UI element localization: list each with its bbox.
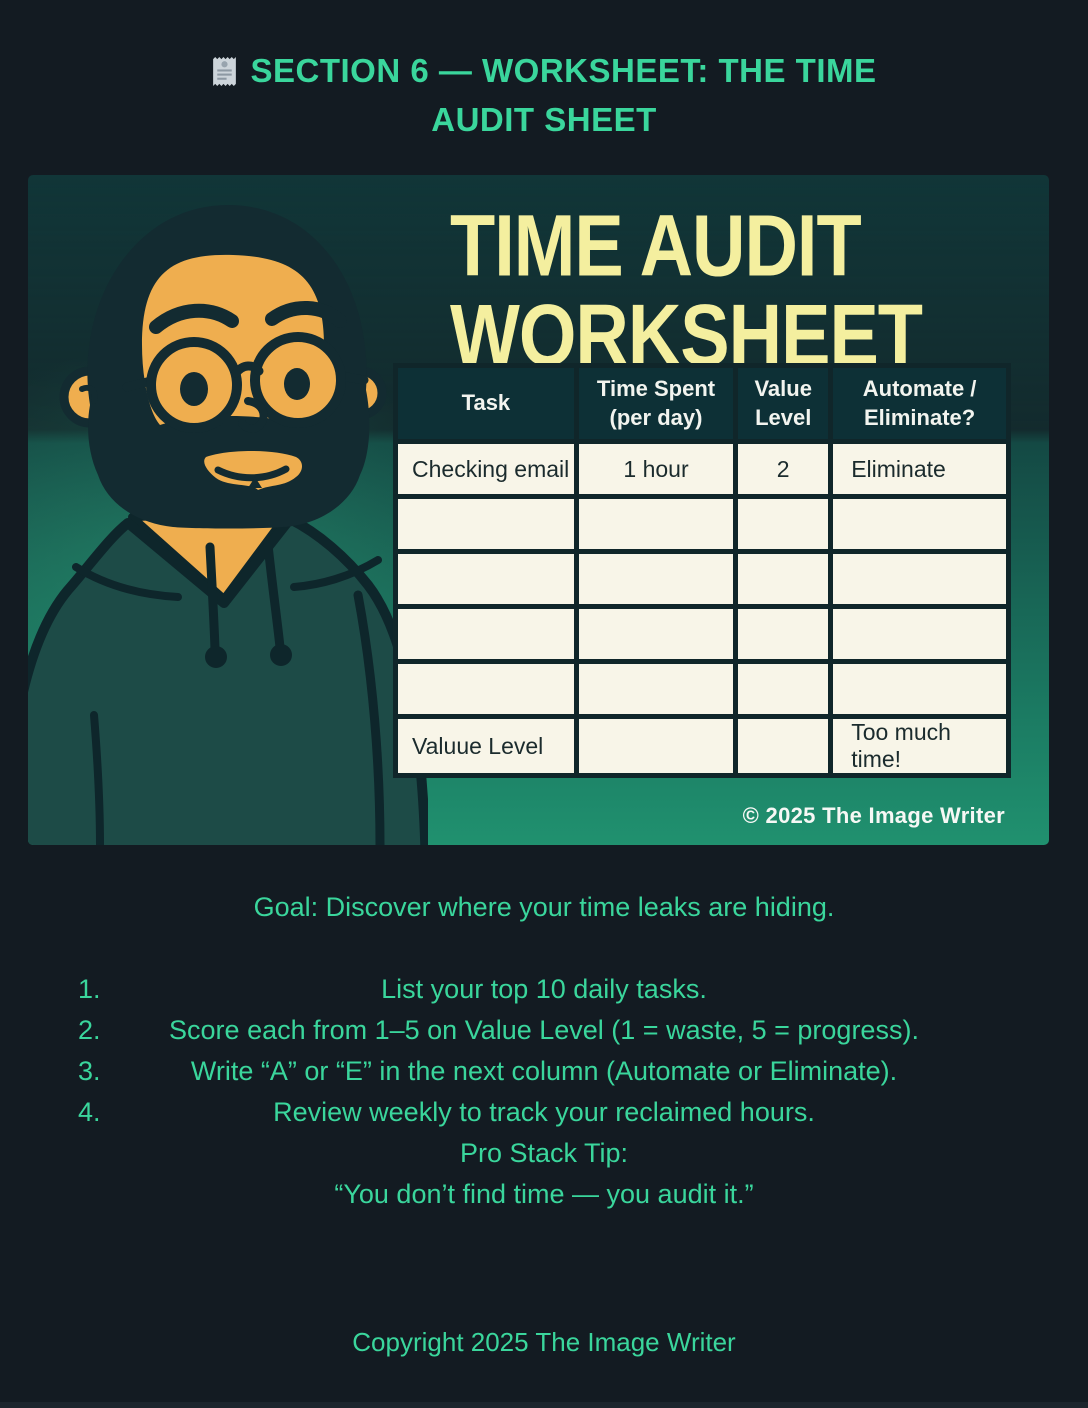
page-title: SECTION 6 — WORKSHEET: THE TIME AUDIT SH… bbox=[0, 46, 1088, 144]
list-item-text: Write “A” or “E” in the next column (Aut… bbox=[190, 1056, 898, 1086]
list-item-number: 4. bbox=[78, 1097, 101, 1127]
poster-title: TIME AUDIT WORKSHEET bbox=[450, 196, 923, 380]
instructions: Goal: Discover where your time leaks are… bbox=[0, 887, 1088, 1215]
table-cell bbox=[733, 659, 834, 719]
table-cell bbox=[573, 714, 739, 778]
table-row bbox=[393, 604, 1011, 664]
bottom-strip bbox=[0, 1402, 1088, 1408]
table-cell: 1 hour bbox=[573, 439, 739, 499]
list-item: 4. Review weekly to track your reclaimed… bbox=[0, 1092, 1088, 1133]
list-item: 3. Write “A” or “E” in the next column (… bbox=[0, 1051, 1088, 1092]
table-cell bbox=[393, 604, 579, 664]
table-row: Checking email 1 hour 2 Eliminate bbox=[393, 439, 1011, 499]
table-cell bbox=[828, 659, 1011, 719]
page-copyright: Copyright 2025 The Image Writer bbox=[352, 1327, 736, 1357]
list-item: 1. List your top 10 daily tasks. bbox=[0, 969, 1088, 1010]
list-item: 2. Score each from 1–5 on Value Level (1… bbox=[0, 1010, 1088, 1051]
table-cell bbox=[393, 659, 579, 719]
worksheet-table: Task Time Spent (per day) Value Level Au… bbox=[393, 363, 1011, 778]
list-item-text: List your top 10 daily tasks. bbox=[381, 974, 707, 1004]
table-cell: Eliminate bbox=[828, 439, 1011, 499]
table-cell: Checking email bbox=[393, 439, 579, 499]
table-cell bbox=[573, 604, 739, 664]
list-item-text: Review weekly to track your reclaimed ho… bbox=[273, 1097, 815, 1127]
quote-text: “You don’t find time — you audit it.” bbox=[334, 1179, 754, 1209]
goal-text: Goal: Discover where your time leaks are… bbox=[253, 892, 835, 922]
table-cell: Valuue Level bbox=[393, 714, 579, 778]
poster-title-line1: TIME AUDIT bbox=[450, 196, 862, 295]
pro-tip-label: Pro Stack Tip: bbox=[459, 1138, 629, 1168]
page-title-text1: SECTION 6 — WORKSHEET: THE TIME bbox=[250, 52, 877, 89]
table-cell: 2 bbox=[733, 439, 834, 499]
table-cell bbox=[573, 659, 739, 719]
table-row bbox=[393, 549, 1011, 609]
list-item-number: 1. bbox=[78, 974, 101, 1004]
cartoon-man-illustration bbox=[28, 205, 428, 845]
table-header-row: Task Time Spent (per day) Value Level Au… bbox=[393, 363, 1011, 444]
table-cell bbox=[733, 549, 834, 609]
table-cell bbox=[573, 494, 739, 554]
column-header-value-level: Value Level bbox=[733, 363, 834, 444]
table-cell bbox=[828, 494, 1011, 554]
page-title-text2: AUDIT SHEET bbox=[431, 101, 657, 138]
table-cell bbox=[733, 714, 834, 778]
column-header-time-spent: Time Spent (per day) bbox=[573, 363, 739, 444]
column-header-task: Task bbox=[393, 363, 579, 444]
table-cell bbox=[828, 549, 1011, 609]
table-cell bbox=[828, 604, 1011, 664]
list-item-text: Score each from 1–5 on Value Level (1 = … bbox=[169, 1015, 919, 1045]
column-header-automate: Automate / Eliminate? bbox=[828, 363, 1011, 444]
table-cell bbox=[733, 494, 834, 554]
table-row bbox=[393, 494, 1011, 554]
page-title-line1: SECTION 6 — WORKSHEET: THE TIME bbox=[211, 52, 876, 89]
table-cell: Too much time! bbox=[828, 714, 1011, 778]
table-cell bbox=[573, 549, 739, 609]
table-cell bbox=[393, 549, 579, 609]
poster-copyright: © 2025 The Image Writer bbox=[742, 803, 1005, 828]
table-row bbox=[393, 659, 1011, 719]
list-item-number: 3. bbox=[78, 1056, 101, 1086]
receipt-icon bbox=[213, 57, 237, 86]
poster-image: TIME AUDIT WORKSHEET Task Time Spent (pe… bbox=[28, 175, 1049, 845]
table-row: Valuue Level Too much time! bbox=[393, 714, 1011, 778]
table-cell bbox=[733, 604, 834, 664]
list-item-number: 2. bbox=[78, 1015, 101, 1045]
table-cell bbox=[393, 494, 579, 554]
